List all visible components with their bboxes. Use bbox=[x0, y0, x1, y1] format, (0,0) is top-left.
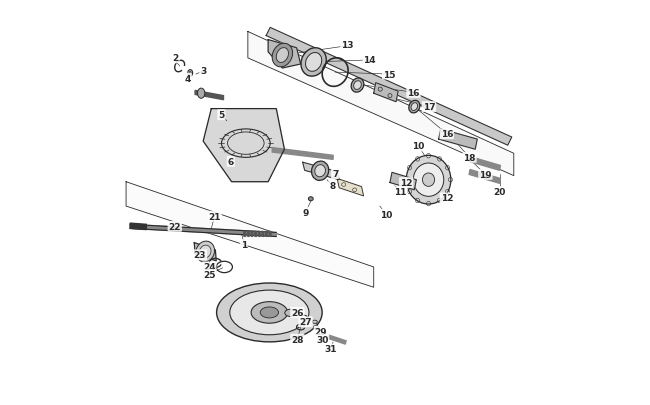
Ellipse shape bbox=[272, 44, 292, 68]
Polygon shape bbox=[303, 163, 339, 180]
Text: 8: 8 bbox=[329, 182, 335, 191]
Text: 2: 2 bbox=[172, 54, 179, 63]
Text: 16: 16 bbox=[441, 130, 453, 139]
Polygon shape bbox=[248, 32, 514, 176]
Ellipse shape bbox=[198, 89, 205, 99]
Polygon shape bbox=[337, 179, 363, 196]
Ellipse shape bbox=[306, 53, 322, 72]
Text: 6: 6 bbox=[227, 158, 234, 166]
Text: 26: 26 bbox=[291, 308, 304, 317]
Text: 24: 24 bbox=[203, 263, 216, 272]
Ellipse shape bbox=[313, 320, 317, 324]
Text: 31: 31 bbox=[324, 345, 337, 354]
Text: 10: 10 bbox=[380, 210, 392, 219]
Text: 4: 4 bbox=[185, 75, 191, 83]
Ellipse shape bbox=[188, 70, 192, 77]
Ellipse shape bbox=[196, 241, 215, 262]
Ellipse shape bbox=[311, 162, 329, 181]
Ellipse shape bbox=[216, 284, 322, 342]
Ellipse shape bbox=[406, 156, 451, 205]
Text: 27: 27 bbox=[299, 318, 312, 326]
Ellipse shape bbox=[285, 309, 296, 317]
Ellipse shape bbox=[351, 79, 364, 93]
Polygon shape bbox=[268, 40, 301, 69]
Ellipse shape bbox=[314, 326, 318, 329]
Polygon shape bbox=[266, 28, 512, 146]
Polygon shape bbox=[321, 333, 346, 344]
Text: 17: 17 bbox=[422, 103, 436, 112]
Polygon shape bbox=[374, 83, 398, 102]
Polygon shape bbox=[194, 243, 216, 261]
Text: 5: 5 bbox=[218, 111, 225, 120]
Text: 20: 20 bbox=[493, 188, 506, 196]
Polygon shape bbox=[195, 91, 224, 100]
Polygon shape bbox=[269, 232, 271, 237]
Ellipse shape bbox=[276, 49, 289, 63]
Text: 11: 11 bbox=[395, 188, 407, 197]
Polygon shape bbox=[439, 130, 477, 150]
Polygon shape bbox=[266, 232, 267, 237]
Ellipse shape bbox=[409, 101, 420, 114]
Polygon shape bbox=[469, 157, 501, 171]
Text: 22: 22 bbox=[168, 222, 181, 231]
Polygon shape bbox=[259, 232, 260, 237]
Text: 16: 16 bbox=[408, 89, 420, 98]
Text: 25: 25 bbox=[203, 270, 216, 279]
Ellipse shape bbox=[411, 103, 417, 111]
Text: 30: 30 bbox=[316, 335, 328, 344]
Polygon shape bbox=[272, 148, 333, 160]
Text: 21: 21 bbox=[208, 212, 221, 221]
Polygon shape bbox=[244, 232, 246, 237]
Ellipse shape bbox=[230, 290, 309, 335]
Text: 29: 29 bbox=[315, 327, 327, 336]
Text: 14: 14 bbox=[363, 55, 376, 64]
Text: 7: 7 bbox=[332, 170, 339, 179]
Ellipse shape bbox=[200, 245, 211, 258]
Ellipse shape bbox=[301, 49, 326, 77]
Polygon shape bbox=[262, 232, 264, 237]
Ellipse shape bbox=[260, 307, 278, 318]
Text: 15: 15 bbox=[383, 70, 395, 79]
Polygon shape bbox=[203, 109, 285, 182]
Polygon shape bbox=[130, 224, 146, 230]
Polygon shape bbox=[248, 232, 249, 237]
Text: 12: 12 bbox=[441, 194, 453, 203]
Ellipse shape bbox=[315, 165, 326, 177]
Ellipse shape bbox=[251, 302, 288, 323]
Text: 28: 28 bbox=[291, 335, 304, 344]
Text: 23: 23 bbox=[194, 251, 206, 260]
Text: 9: 9 bbox=[302, 208, 309, 217]
Text: 1: 1 bbox=[240, 241, 247, 249]
Polygon shape bbox=[126, 182, 374, 288]
Polygon shape bbox=[130, 225, 276, 237]
Text: 3: 3 bbox=[200, 67, 206, 76]
Polygon shape bbox=[255, 232, 256, 237]
Text: 19: 19 bbox=[479, 171, 491, 179]
Text: 10: 10 bbox=[412, 142, 424, 151]
Polygon shape bbox=[469, 170, 501, 184]
Text: 18: 18 bbox=[463, 153, 476, 162]
Ellipse shape bbox=[413, 164, 444, 197]
Ellipse shape bbox=[422, 173, 435, 187]
Ellipse shape bbox=[189, 72, 191, 75]
Polygon shape bbox=[251, 232, 253, 237]
Ellipse shape bbox=[308, 197, 313, 201]
Polygon shape bbox=[390, 173, 417, 190]
Ellipse shape bbox=[354, 81, 361, 90]
Text: 13: 13 bbox=[341, 41, 354, 50]
Text: 12: 12 bbox=[400, 179, 413, 188]
